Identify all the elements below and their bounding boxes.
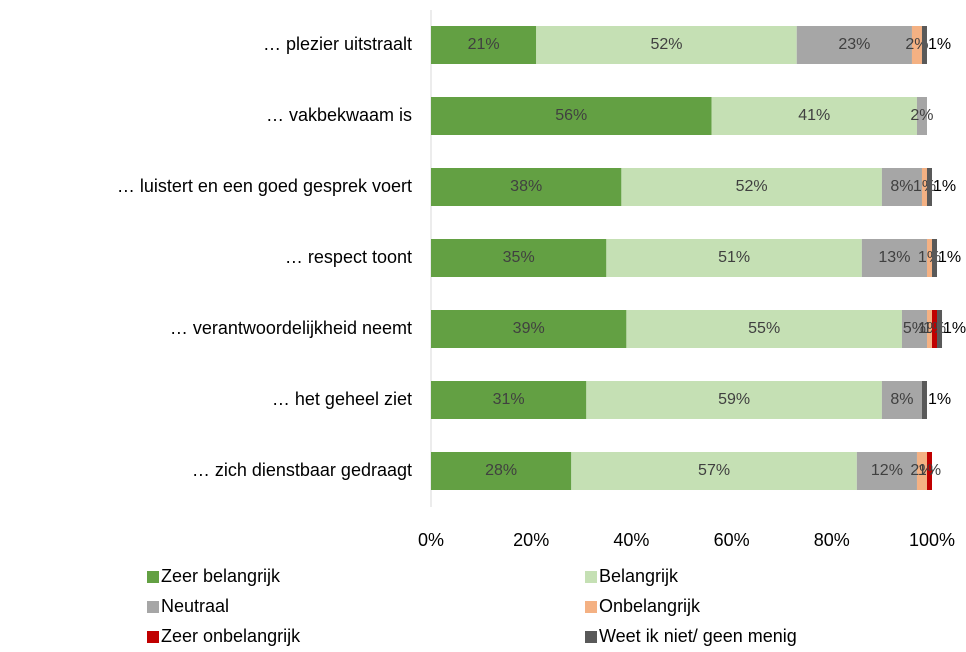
legend-swatch: [147, 631, 159, 643]
bar-segment: [916, 97, 927, 135]
legend-label: Weet ik niet/ geen menig: [599, 626, 797, 646]
value-label: 2%: [910, 107, 933, 124]
bar-segment: [536, 26, 797, 64]
bar-segment: [911, 26, 922, 64]
category-label: … het geheel ziet: [272, 389, 412, 409]
bar-segment: [926, 239, 932, 277]
value-label: 1%: [918, 462, 941, 479]
legend-label: Onbelangrijk: [599, 596, 701, 616]
bar-segment: [926, 168, 932, 206]
x-tick-label: 80%: [814, 530, 850, 550]
bar-segment: [796, 26, 912, 64]
bar-segment: [881, 168, 922, 206]
bar-segment: [571, 452, 857, 490]
bar-segment: [926, 310, 932, 348]
category-label: … vakbekwaam is: [266, 105, 412, 125]
bar-segment: [916, 452, 927, 490]
x-tick-label: 60%: [714, 530, 750, 550]
bar-segment: [431, 97, 712, 135]
value-label: 1%: [928, 36, 951, 53]
x-tick-label: 40%: [613, 530, 649, 550]
legend-label: Zeer belangrijk: [161, 566, 281, 586]
bar-segment: [586, 381, 882, 419]
legend-swatch: [147, 601, 159, 613]
bar-segment: [711, 97, 917, 135]
bar-segment: [921, 168, 927, 206]
legend-swatch: [147, 571, 159, 583]
value-label: 41%: [798, 107, 830, 124]
value-label: 23%: [838, 36, 870, 53]
category-label: … zich dienstbaar gedraagt: [192, 460, 412, 480]
category-label: … respect toont: [285, 247, 412, 267]
value-label: 38%: [510, 178, 542, 195]
value-label: 12%: [871, 462, 903, 479]
legend-swatch: [585, 571, 597, 583]
bar-segment: [431, 452, 572, 490]
value-label: 21%: [468, 36, 500, 53]
bar-segment: [431, 310, 627, 348]
value-label: 1%: [933, 178, 956, 195]
value-label: 13%: [878, 249, 910, 266]
value-label: 1%: [928, 391, 951, 408]
bar-segment: [932, 239, 938, 277]
legend-label: Neutraal: [161, 596, 229, 616]
bar-segment: [861, 239, 927, 277]
x-tick-label: 100%: [909, 530, 955, 550]
bar-segment: [901, 310, 927, 348]
value-label: 56%: [555, 107, 587, 124]
bar-segment: [431, 26, 537, 64]
value-label: 51%: [718, 249, 750, 266]
value-label: 1%: [938, 249, 961, 266]
value-label: 39%: [513, 320, 545, 337]
bar-segment: [626, 310, 902, 348]
value-label: 57%: [698, 462, 730, 479]
value-label: 31%: [493, 391, 525, 408]
value-label: 5%: [903, 320, 926, 337]
legend-label: Zeer onbelangrijk: [161, 626, 301, 646]
legend-swatch: [585, 601, 597, 613]
bar-segment: [921, 381, 927, 419]
value-label: 28%: [485, 462, 517, 479]
value-label: 8%: [890, 178, 913, 195]
value-label: 8%: [890, 391, 913, 408]
value-label: 52%: [736, 178, 768, 195]
bar-segment: [431, 239, 607, 277]
value-label: 52%: [650, 36, 682, 53]
value-label: 59%: [718, 391, 750, 408]
bar-segment: [932, 310, 938, 348]
x-tick-label: 0%: [418, 530, 444, 550]
bar-segment: [921, 26, 927, 64]
bar-segment: [856, 452, 917, 490]
bar-segment: [937, 310, 943, 348]
value-label: 1%: [943, 320, 966, 337]
bar-segment: [431, 168, 622, 206]
bar-segment: [621, 168, 882, 206]
bar-segment: [606, 239, 862, 277]
x-tick-label: 20%: [513, 530, 549, 550]
legend-label: Belangrijk: [599, 566, 679, 586]
legend-swatch: [585, 631, 597, 643]
value-label: 55%: [748, 320, 780, 337]
value-label: 35%: [503, 249, 535, 266]
category-label: … luistert en een goed gesprek voert: [117, 176, 412, 196]
category-label: … plezier uitstraalt: [263, 34, 412, 54]
bar-segment: [431, 381, 587, 419]
bar-segment: [926, 452, 932, 490]
bar-segment: [881, 381, 922, 419]
category-label: … verantwoordelijkheid neemt: [170, 318, 412, 338]
